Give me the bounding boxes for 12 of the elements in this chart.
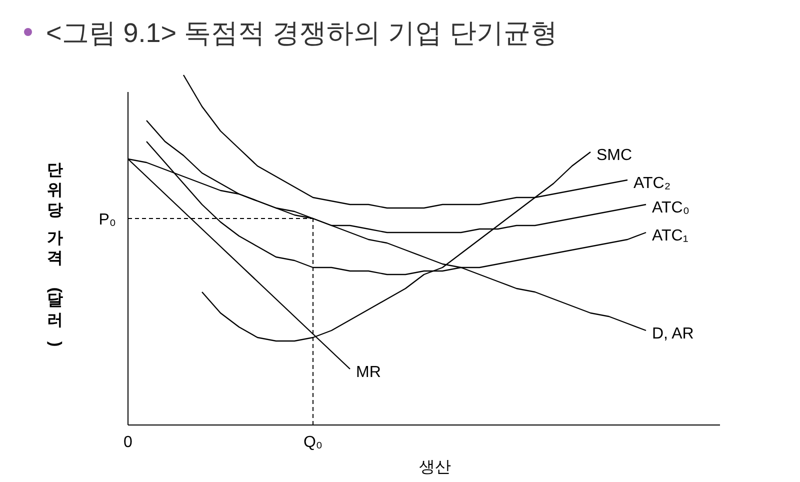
x-tick-label: Q₀ — [303, 434, 323, 451]
ref-line-label: P₀ — [98, 212, 116, 228]
text: 단위당 가격 (달러) — [46, 162, 64, 347]
series-label: ATC₀ — [652, 200, 690, 216]
series-label: D, AR — [652, 326, 694, 342]
series-label: SMC — [596, 147, 632, 164]
x-tick-label: 0 — [124, 434, 133, 451]
series-label: ATC₂ — [634, 175, 671, 192]
series-label: MR — [356, 364, 381, 381]
x-axis-title: 생산 — [419, 459, 451, 476]
chart-title: <그림 9.1> 독점적 경쟁하의 기업 단기균형 — [46, 18, 558, 48]
series-label: ATC₁ — [652, 228, 688, 244]
